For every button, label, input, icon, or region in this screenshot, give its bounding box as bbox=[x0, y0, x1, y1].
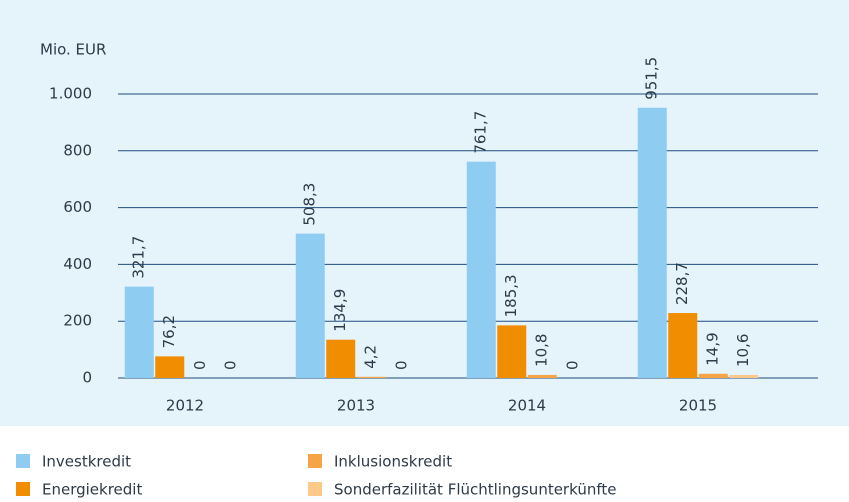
legend-label: Energiekredit bbox=[42, 481, 142, 499]
value-label: 0 bbox=[221, 360, 239, 370]
bar bbox=[497, 325, 527, 378]
value-label: 508,3 bbox=[301, 183, 319, 226]
value-label: 134,9 bbox=[331, 289, 349, 332]
y-tick-label: 1.000 bbox=[49, 85, 92, 103]
bar bbox=[326, 339, 356, 378]
legend-label: Inklusionskredit bbox=[334, 453, 452, 471]
value-label: 10,6 bbox=[734, 334, 752, 367]
value-label: 0 bbox=[563, 360, 581, 370]
bar bbox=[356, 376, 386, 378]
value-label: 0 bbox=[392, 360, 410, 370]
bar bbox=[155, 356, 185, 378]
value-label: 761,7 bbox=[472, 111, 490, 154]
value-label: 185,3 bbox=[502, 274, 520, 317]
value-label: 0 bbox=[191, 360, 209, 370]
y-tick-label: 800 bbox=[63, 141, 92, 159]
x-tick-label: 2012 bbox=[166, 397, 204, 415]
legend-label: Investkredit bbox=[42, 453, 131, 471]
x-tick-label: 2013 bbox=[337, 397, 375, 415]
value-label: 10,8 bbox=[533, 334, 551, 367]
x-tick-label: 2015 bbox=[679, 397, 717, 415]
legend-label: Sonderfazilität Flüchtlingsunterkünfte bbox=[334, 481, 616, 499]
bar bbox=[466, 161, 496, 378]
value-label: 228,7 bbox=[673, 262, 691, 305]
bar bbox=[729, 374, 759, 378]
y-tick-label: 600 bbox=[63, 198, 92, 216]
bar bbox=[527, 374, 557, 378]
value-label: 951,5 bbox=[643, 57, 661, 100]
legend-swatch bbox=[308, 454, 322, 468]
y-tick-label: 400 bbox=[63, 255, 92, 273]
legend-swatch bbox=[16, 482, 30, 496]
value-label: 321,7 bbox=[130, 236, 148, 279]
bar bbox=[637, 107, 667, 379]
y-tick-label: 0 bbox=[82, 369, 92, 387]
value-label: 14,9 bbox=[704, 332, 722, 365]
value-label: 76,2 bbox=[160, 315, 178, 348]
value-label: 4,2 bbox=[362, 345, 380, 369]
y-axis-label: Mio. EUR bbox=[40, 41, 106, 59]
bar bbox=[668, 313, 698, 378]
legend-swatch bbox=[308, 482, 322, 496]
bar bbox=[295, 233, 325, 378]
bar bbox=[698, 373, 728, 378]
bar bbox=[124, 286, 154, 378]
legend-swatch bbox=[16, 454, 30, 468]
y-tick-label: 200 bbox=[63, 312, 92, 330]
x-tick-label: 2014 bbox=[508, 397, 546, 415]
